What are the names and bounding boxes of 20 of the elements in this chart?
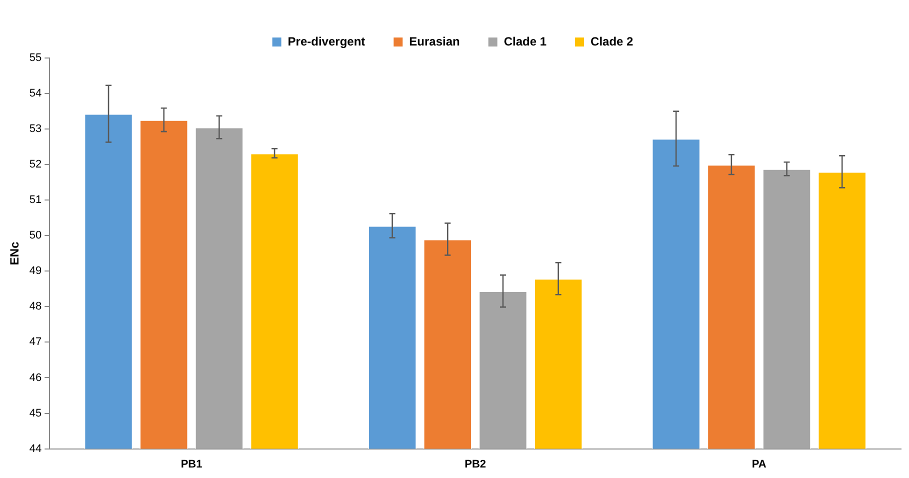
y-tick-label: 49 <box>29 265 42 278</box>
y-tick-label: 52 <box>29 158 42 171</box>
y-tick-label: 55 <box>29 52 42 64</box>
y-tick-label: 50 <box>29 230 42 242</box>
y-tick-label: 53 <box>29 123 42 136</box>
y-tick-label: 44 <box>29 442 42 455</box>
x-tick-label: PB1 <box>180 458 202 470</box>
y-tick-label: 51 <box>29 194 42 206</box>
y-axis-title: ENc <box>8 241 22 266</box>
y-tick-label: 54 <box>29 88 42 100</box>
x-tick-label: PB2 <box>464 458 486 470</box>
legend-label: Eurasian <box>409 34 460 48</box>
y-tick-label: 47 <box>29 336 42 348</box>
legend-label: Clade 1 <box>504 34 547 48</box>
y-tick-label: 45 <box>29 407 42 420</box>
legend-label: Pre-divergent <box>288 34 366 48</box>
x-tick-label: PA <box>752 458 766 470</box>
y-tick-label: 46 <box>29 372 42 384</box>
legend-label: Clade 2 <box>590 34 634 48</box>
y-tick-label: 48 <box>29 300 42 313</box>
